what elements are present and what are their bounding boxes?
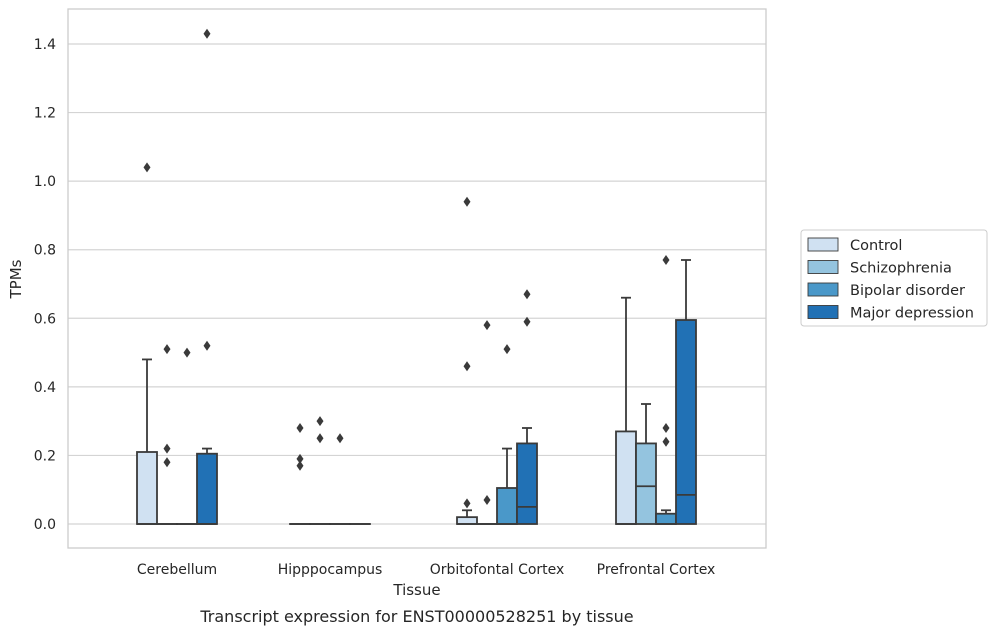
box-plot	[516, 289, 538, 525]
box-layer	[136, 28, 697, 525]
x-tick-label: Prefrontal Cortex	[597, 562, 716, 578]
box-plot	[196, 28, 218, 525]
box	[675, 319, 697, 525]
y-tick-label: 1.0	[34, 174, 56, 190]
legend-swatch	[807, 260, 839, 274]
outlier-point	[183, 347, 191, 358]
legend-swatch	[807, 282, 839, 297]
outlier-point	[662, 255, 670, 265]
box-plot	[156, 344, 178, 525]
box	[635, 442, 657, 525]
grid-layer	[68, 43, 766, 525]
y-tick-label: 0.8	[34, 243, 56, 259]
x-tick-label: Cerebellum	[137, 562, 217, 578]
outlier-point	[503, 344, 511, 355]
box-plot	[476, 320, 498, 525]
box-plot	[289, 423, 311, 525]
outlier-point	[336, 433, 344, 444]
outlier-point	[163, 457, 171, 468]
y-tick-label: 0.2	[34, 448, 56, 464]
outlier-point	[463, 361, 471, 372]
outlier-point	[316, 416, 324, 427]
y-tick-label: 0.4	[34, 380, 56, 396]
legend-label: Bipolar disorder	[850, 283, 965, 299]
outlier-point	[662, 423, 670, 433]
box	[196, 452, 218, 525]
box	[655, 512, 677, 525]
y-axis-title: TPMs	[7, 259, 25, 299]
box	[136, 451, 158, 525]
outlier-point	[296, 453, 304, 464]
box-plot	[675, 259, 697, 525]
outlier-point	[163, 344, 171, 355]
box-plot	[176, 347, 198, 525]
legend-swatch	[807, 237, 839, 252]
y-tick-label: 1.2	[34, 106, 56, 122]
legend-frame	[800, 229, 988, 327]
box-plot	[615, 296, 637, 525]
y-tick-label: 0.0	[34, 517, 56, 533]
outlier-point	[203, 28, 211, 39]
x-tick-labels: Cerebellum Hipppocampus Orbitofontal Corte…	[137, 562, 715, 578]
box	[615, 430, 637, 525]
legend: Control Schizophrenia Bipolar disorder Majo…	[800, 229, 988, 327]
box-plot	[496, 344, 518, 525]
outlier-point	[483, 495, 491, 505]
box-plot	[456, 196, 478, 525]
outlier-point	[316, 433, 324, 444]
legend-label: Control	[850, 238, 902, 254]
box-plot	[655, 255, 677, 525]
x-axis-title: Tissue	[392, 581, 440, 599]
chart-caption: Transcript expression for ENST0000052825…	[199, 607, 633, 626]
outlier-point	[296, 460, 304, 471]
box-plot	[309, 416, 331, 525]
outlier-point	[163, 443, 171, 454]
box	[456, 516, 478, 525]
box-plot	[136, 162, 158, 525]
outlier-point	[523, 289, 531, 300]
outlier-point	[296, 423, 304, 433]
x-tick-label: Orbitofontal Cortex	[430, 562, 565, 578]
y-tick-label: 0.6	[34, 311, 56, 327]
y-tick-labels: 0.0 0.2 0.4 0.6 0.8 1.0 1.2 1.4	[34, 37, 56, 533]
legend-label: Major depression	[850, 306, 974, 322]
outlier-point	[463, 196, 471, 207]
legend-label: Schizophrenia	[850, 261, 952, 277]
box-plot	[635, 403, 657, 525]
box	[516, 442, 538, 525]
outlier-point	[463, 498, 471, 509]
outlier-point	[143, 162, 151, 173]
legend-swatch	[807, 305, 839, 319]
outlier-point	[523, 316, 531, 327]
x-tick-label: Hipppocampus	[278, 562, 383, 578]
outlier-point	[662, 436, 670, 447]
plot-frame	[67, 8, 767, 549]
outlier-point	[483, 320, 491, 331]
box	[496, 487, 518, 525]
outlier-point	[203, 340, 211, 351]
y-tick-label: 1.4	[34, 37, 56, 53]
box-plot	[329, 433, 351, 525]
